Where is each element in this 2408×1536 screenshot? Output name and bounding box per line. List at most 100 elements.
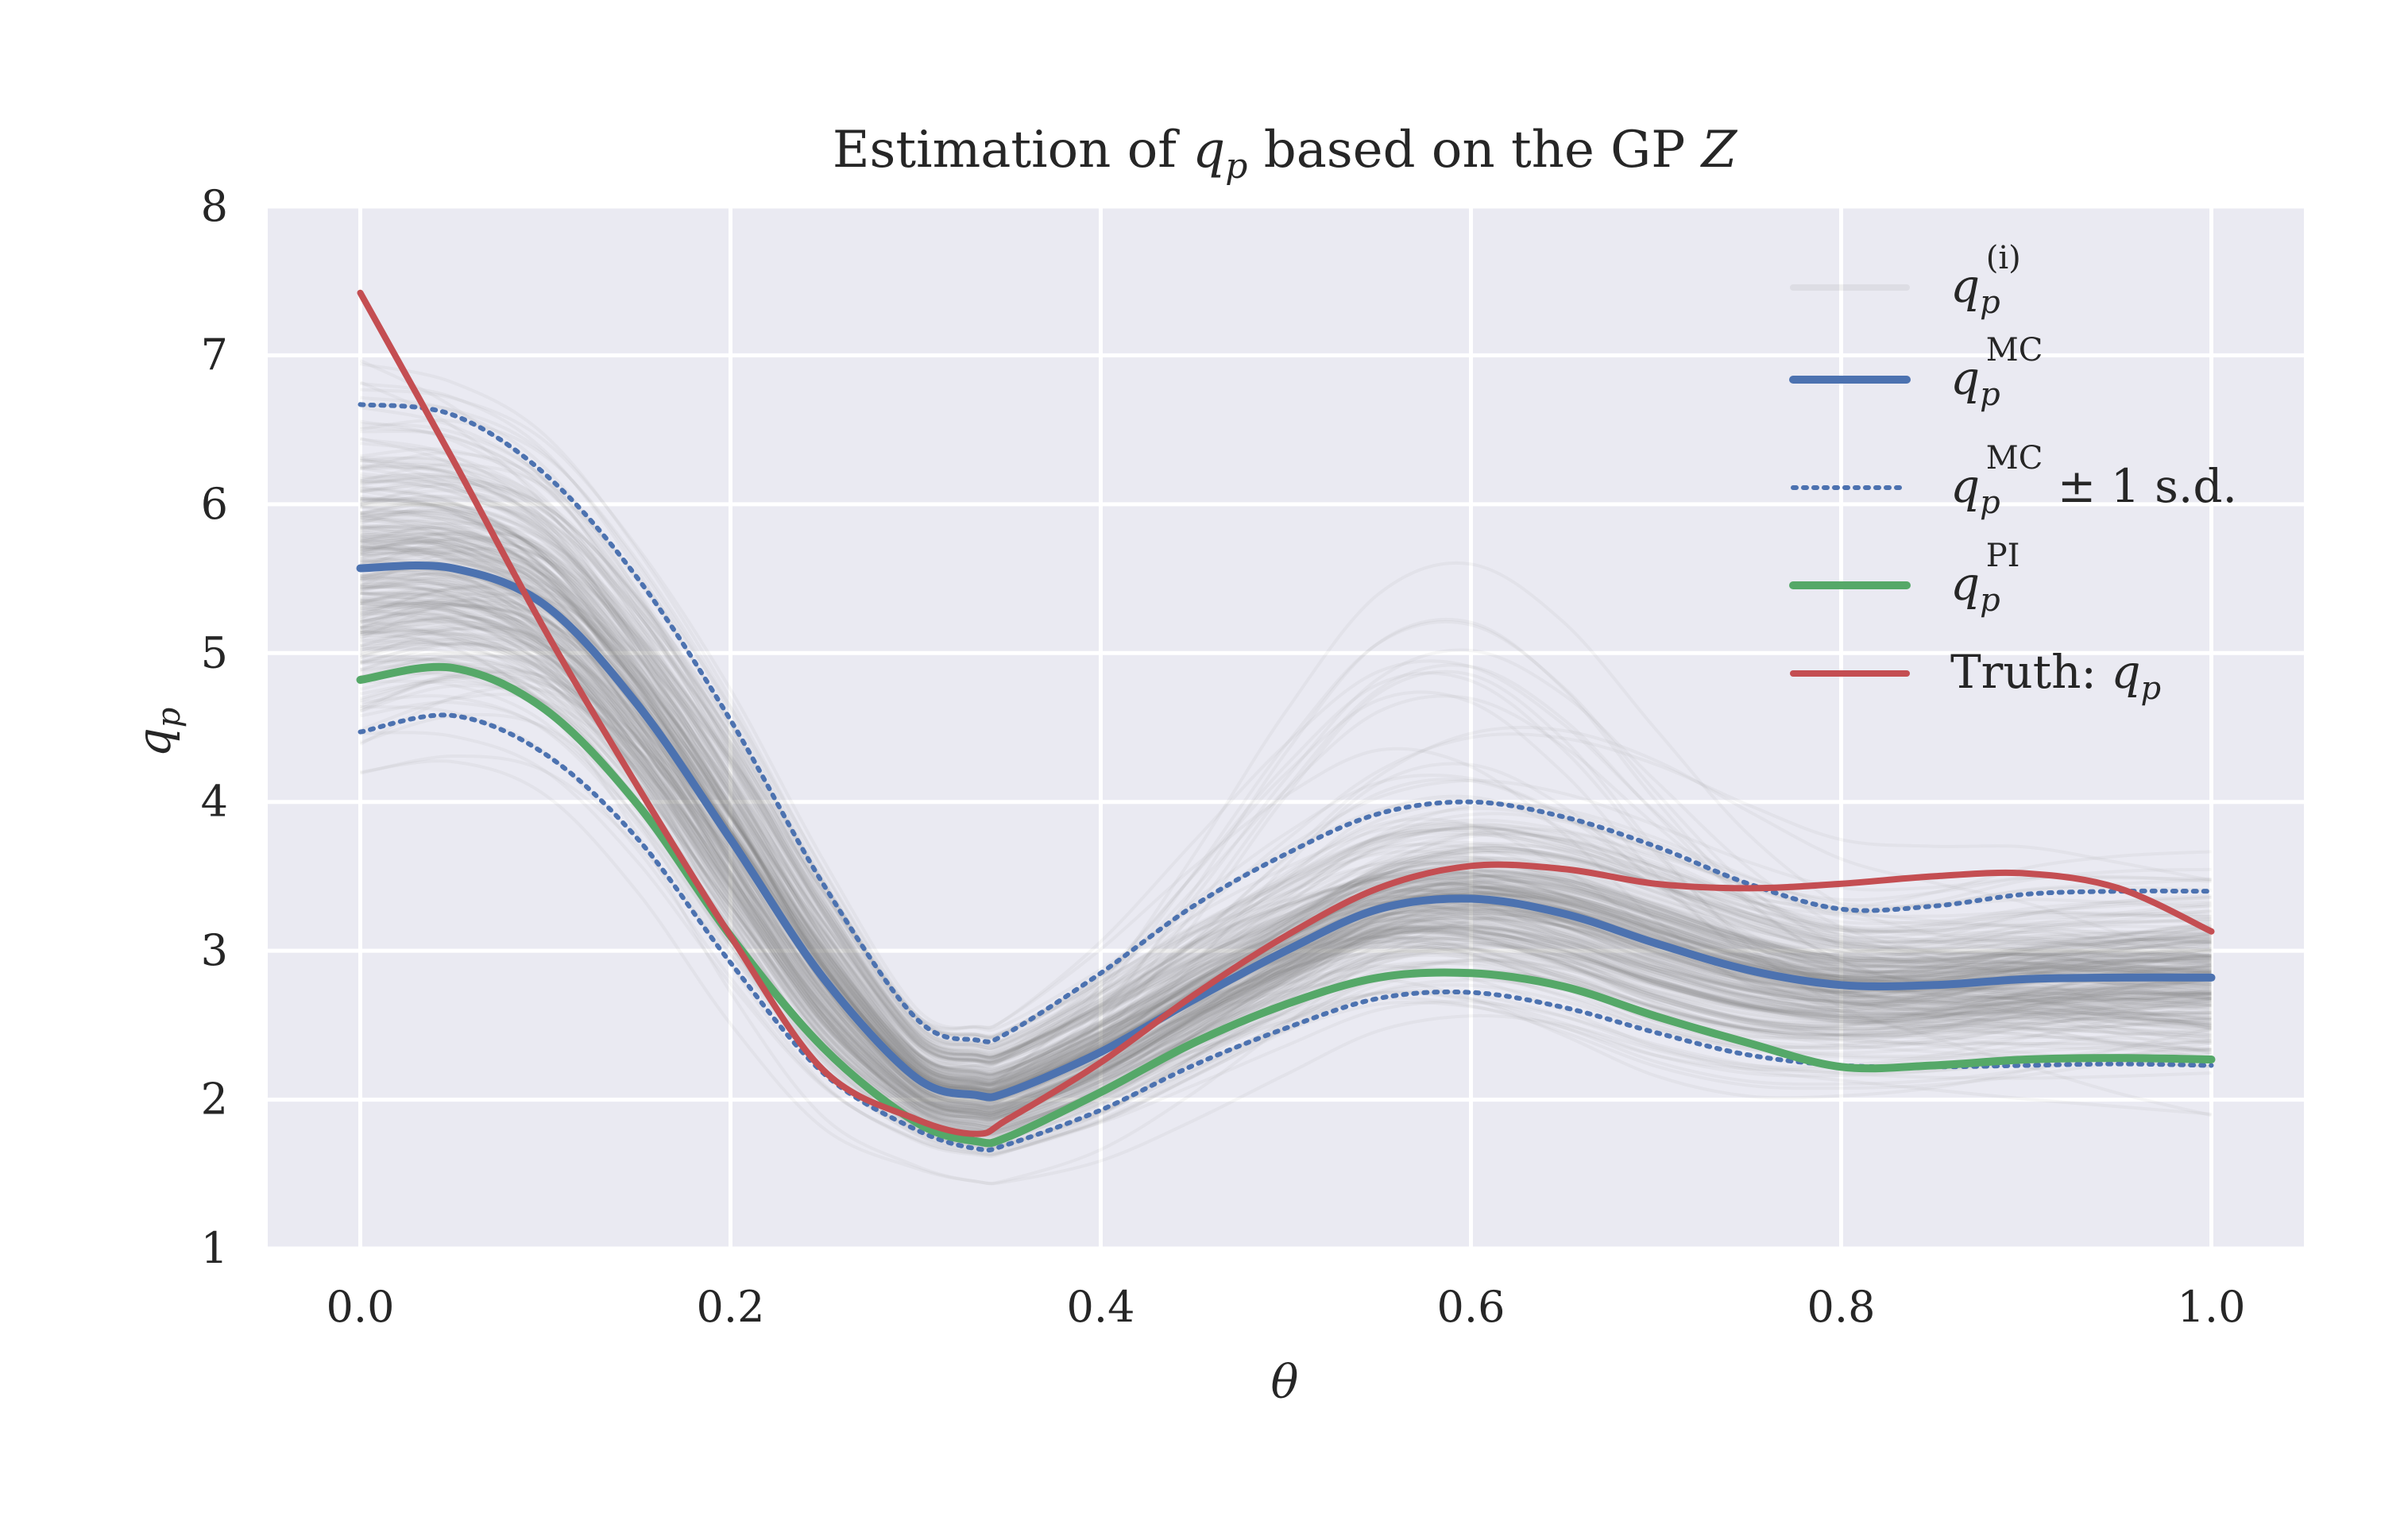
sample-curve: [360, 571, 2212, 1114]
sample-curve: [360, 562, 2212, 1113]
sample-curve: [360, 518, 2212, 1091]
sample-curve: [360, 456, 2212, 1047]
sample-curve: [360, 530, 2212, 1045]
sample-curve: [360, 612, 2212, 1133]
sample-curve: [360, 654, 2212, 1092]
sample-curve: [360, 496, 2212, 1119]
sample-curve: [360, 521, 2212, 1059]
sample-curve: [360, 654, 2212, 1151]
sample-curve: [360, 502, 2212, 1058]
sample-curve: [360, 601, 2212, 1110]
x-tick-label: 0.4: [1067, 1282, 1135, 1332]
sample-curve: [360, 545, 2212, 1115]
sample-curve: [360, 422, 2212, 1060]
sample-curve: [360, 602, 2212, 1117]
sample-curve: [360, 525, 2212, 1054]
sample-curve: [360, 463, 2212, 1092]
sample-curve: [360, 488, 2212, 1099]
legend: qp(i) qpMC qpMC ± 1 s.d. qpPI Truth: qp: [1789, 240, 2237, 707]
sample-curve: [360, 426, 2212, 1067]
sample-curve: [360, 495, 2212, 1065]
sample-curve: [360, 494, 2212, 1102]
sample-curve: [360, 638, 2212, 1135]
sample-curve: [360, 462, 2212, 1039]
legend-label-mc: qpMC: [1950, 332, 2043, 413]
sample-curve: [360, 534, 2212, 1055]
sample-curve: [360, 600, 2212, 1110]
y-tick-label: 3: [201, 925, 228, 975]
sample-curve: [360, 592, 2212, 1104]
sample-curve: [360, 456, 2212, 1039]
series-lines: [356, 289, 2216, 1153]
sample-curve: [360, 538, 2212, 1110]
sample-curve: [360, 624, 2212, 1125]
sample-curve: [360, 508, 2212, 1108]
x-tick-label: 0.8: [1807, 1282, 1876, 1332]
y-tick-label: 6: [201, 479, 228, 529]
sample-curve: [360, 362, 2212, 1039]
sample-curve: [360, 598, 2212, 1112]
sample-curve: [360, 576, 2212, 1084]
sample-curve: [360, 619, 2212, 1081]
sample-curve: [359, 546, 2212, 1058]
sample-curve: [360, 584, 2212, 1153]
sample-curve: [360, 592, 2212, 1108]
sample-curve: [360, 603, 2212, 1079]
y-tick-label: 7: [201, 330, 228, 380]
mc-upper-line: [358, 402, 2214, 1044]
sample-curve: [360, 568, 2212, 1113]
sample-curve: [360, 532, 2212, 1083]
sample-curve: [360, 640, 2212, 1106]
sample-curve: [360, 523, 2212, 1094]
sample-curve: [360, 505, 2212, 1097]
sample-curve: [360, 579, 2212, 1078]
sample-curve: [360, 482, 2212, 1065]
sample-curve: [360, 633, 2212, 1095]
sample-curve: [359, 359, 2212, 1063]
sample-curve: [360, 615, 2212, 1063]
y-tick-label: 8: [201, 181, 228, 231]
sample-curve: [360, 731, 2212, 1156]
sample-curve: [360, 472, 2212, 1069]
sample-curve: [360, 524, 2212, 1109]
sample-curve: [360, 528, 2212, 1092]
sample-curve: [360, 494, 2212, 1040]
mc-line: [356, 562, 2216, 1102]
sample-curve: [359, 592, 2212, 1031]
sample-curve: [360, 465, 2212, 1059]
sample-curve: [359, 585, 2212, 1071]
sample-curve: [360, 646, 2212, 1121]
sample-curve: [360, 510, 2212, 1078]
sample-curve: [360, 564, 2212, 1121]
sample-curve: [360, 602, 2212, 1127]
sample-curve: [360, 482, 2212, 1059]
y-tick-labels: 1 2 3 4 5 6 7 8: [201, 181, 228, 1273]
sample-curve: [360, 759, 2212, 1186]
sample-curve: [360, 429, 2212, 1081]
sample-curve: [359, 536, 2212, 1066]
sample-curve: [359, 670, 2212, 1071]
sample-curve: [360, 639, 2212, 1115]
sample-curve: [360, 558, 2212, 1056]
sample-curve: [360, 599, 2212, 1059]
sample-curve: [360, 502, 2212, 1075]
sample-curve: [360, 642, 2212, 1128]
sample-curve: [360, 562, 2212, 1114]
sample-curve: [360, 518, 2212, 1101]
sample-curve: [360, 577, 2212, 1121]
sample-curve: [360, 600, 2212, 1105]
y-tick-label: 2: [201, 1075, 228, 1125]
sample-curve: [360, 479, 2212, 1083]
sample-curve: [360, 619, 2212, 1125]
sample-curve: [360, 599, 2212, 1107]
sample-curve: [359, 585, 2212, 1063]
y-tick-label: 4: [201, 777, 228, 827]
legend-label-samples: qp(i): [1950, 240, 2021, 321]
sample-curve: [360, 633, 2212, 1186]
y-axis-label: qp: [127, 708, 187, 758]
sample-curve: [360, 603, 2212, 1074]
sample-curve: [360, 396, 2212, 1077]
sample-curve: [360, 643, 2212, 1102]
sample-curve: [360, 511, 2212, 1086]
